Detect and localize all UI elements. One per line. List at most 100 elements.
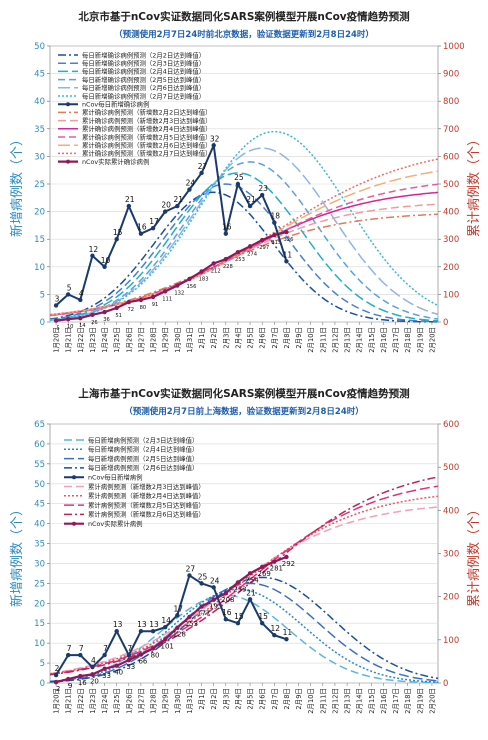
chart1-legend-label: 累计确诊病例预测（新增数2月3日达到峰值） [82,116,212,125]
chart1-left-tick-label: 10 [34,263,45,273]
chart2-actual-cumulative-label: 153 [185,620,198,628]
chart1-actual-daily-line [55,141,288,307]
chart1-right-tick-label: 900 [443,70,459,80]
chart2-x-tick-label: 1月26日 [125,688,133,714]
chart2-actual-cumulative-point [162,637,168,642]
chart1-x-tick-label: 2月18日 [404,327,412,353]
chart2-x-tick-label: 2月16日 [380,688,388,714]
chart2-actual-daily-point [150,629,156,634]
chart2-x-tick-label: 1月21日 [65,688,73,714]
chart2-left-axis-label: 新增病例数（个） [9,503,25,607]
chart1-x-tick-label: 1月25日 [113,327,121,353]
chart1-x-tick-label: 2月5日 [247,327,255,349]
chart2-actual-cumulative-point [114,663,119,668]
chart2-actual-cumulative-label: 269 [258,570,271,578]
chart1-legend-label: 每日新增确诊病例预测（2月7日达到峰值） [82,91,205,100]
chart2-actual-daily-point [126,652,132,658]
chart1-forecast-line-4 [49,161,439,321]
chart2-x-tick-label: 1月25日 [113,688,121,714]
chart2-actual-daily-label: 13 [149,620,159,629]
chart2-right-tick-label: 600 [443,420,459,430]
chart1-actual-cumulative-label: 80 [140,305,147,311]
chart2-actual-daily-point [247,597,253,602]
chart1-legend-label: 累计确诊病例预测（新增数2月7日达到峰值） [82,149,212,158]
chart2-left-tick-label: 30 [34,559,45,569]
chart1-legend-label: 每日新增确诊病例预测（2月6日达到峰值） [82,83,205,92]
chart2-x-tick-label: 1月23日 [89,688,97,714]
chart1-left-axis-label: 新增病例数（个） [9,133,25,237]
chart2-actual-daily-point [259,621,265,626]
chart2-actual-cumulative-point [235,580,241,585]
chart2-actual-cumulative-point [284,554,289,560]
chart1-actual-cumulative-label: 111 [162,296,172,302]
chart1-x-tick-label: 2月6日 [259,327,267,349]
chart2-forecast-line-7 [49,485,439,676]
chart2-right-tick-label: 300 [443,550,459,560]
chart1-actual-cumulative-point [138,297,144,303]
chart2-x-tick-label: 2月14日 [356,688,364,714]
chart1-actual-daily-label: 24 [186,179,196,188]
chart1-actual-cumulative-label: 5 [56,326,59,332]
chart2-legend-label: 每日新增病例预测（2月4日达到峰值） [88,445,198,454]
chart2-legend-label: nCov实际累计病例 [88,519,143,528]
chart1-actual-cumulative-point [272,232,277,238]
chart1-actual-daily-label: 23 [258,184,268,193]
chart1-actual-cumulative-label: 51 [115,313,122,319]
chart2-left-tick-label: 5 [40,659,45,669]
chart2-actual-cumulative-label: 254 [245,576,259,584]
chart2-left-tick-label: 0 [40,679,45,689]
chart1-x-tick-label: 1月24日 [101,327,109,353]
chart2-left-tick-label: 55 [34,460,45,470]
chart2-x-tick-label: 2月2日 [210,688,218,710]
chart1-actual-cumulative-label: 183 [199,276,209,282]
chart1-actual-daily-point [90,253,95,258]
chart2-x-tick-label: 2月12日 [331,688,339,714]
chart2-actual-cumulative-point [78,673,83,679]
chart1-actual-cumulative-point [78,315,83,321]
chart1-forecast-line-10 [49,183,439,316]
chart2-actual-cumulative-label: 66 [138,658,147,666]
chart1-actual-daily-point [78,297,83,303]
chart1-x-tick-label: 2月19日 [416,327,424,353]
chart1-x-tick-label: 2月15日 [368,327,376,353]
chart2-actual-daily-point [199,581,204,586]
chart1-actual-cumulative-point [114,305,119,311]
chart1-actual-daily-label: 16 [137,223,147,232]
chart2-actual-cumulative-point [187,614,192,620]
chart1-plot: 0510152025303540455001002003004005006007… [34,42,464,353]
chart2-actual-cumulative-label: 40 [114,669,123,677]
chart1-actual-daily-label: 10 [101,256,111,265]
chart2-legend-label: 累计病例预测（新增数2月6日达到峰值） [88,510,205,519]
chart2-forecast-line-1 [49,594,439,684]
chart1-legend-label: 累计确诊病例预测（新增数2月6日达到峰值） [82,141,212,150]
chart1-actual-cumulative-point [223,256,229,262]
chart1-x-tick-label: 2月20日 [428,327,436,353]
chart1-x-tick-label: 2月17日 [392,327,400,353]
chart2-x-tick-label: 2月19日 [416,688,424,714]
chart2-x-tick-label: 1月31日 [186,688,194,714]
chart2-actual-daily-label: 13 [137,620,147,629]
chart1-x-tick-label: 1月26日 [125,327,133,353]
chart2-x-tick-label: 2月15日 [368,688,376,714]
chart1-x-tick-label: 2月7日 [271,327,279,349]
chart2-x-tick-label: 2月20日 [428,688,436,714]
chart2-actual-cumulative-label: 9 [68,682,72,690]
chart1-x-tick-label: 1月23日 [89,327,97,353]
chart1-x-tick-label: 1月20日 [53,327,61,353]
chart2-actual-daily-label: 16 [222,608,232,617]
chart1-actual-cumulative-point [284,229,289,235]
chart2-actual-daily-point [102,652,107,658]
chart2-left-tick-label: 20 [34,599,45,609]
chart2-actual-daily-point [114,629,119,634]
chart1-x-tick-label: 2月13日 [344,327,352,353]
chart2-left-tick-label: 10 [34,639,45,649]
chart1-actual-daily-point [259,192,265,198]
chart2-forecast-line-2 [49,588,439,683]
chart1-actual-cumulative-label: 10 [67,324,74,330]
chart2-actual-cumulative-label: 20 [90,677,99,685]
chart1-actual-cumulative-label: 14 [79,323,86,329]
chart1-x-tick-label: 2月14日 [356,327,364,353]
chart2-right-tick-label: 0 [443,679,448,689]
chart1-forecast-line-5 [49,147,439,321]
chart1-x-tick-label: 1月31日 [186,327,194,353]
